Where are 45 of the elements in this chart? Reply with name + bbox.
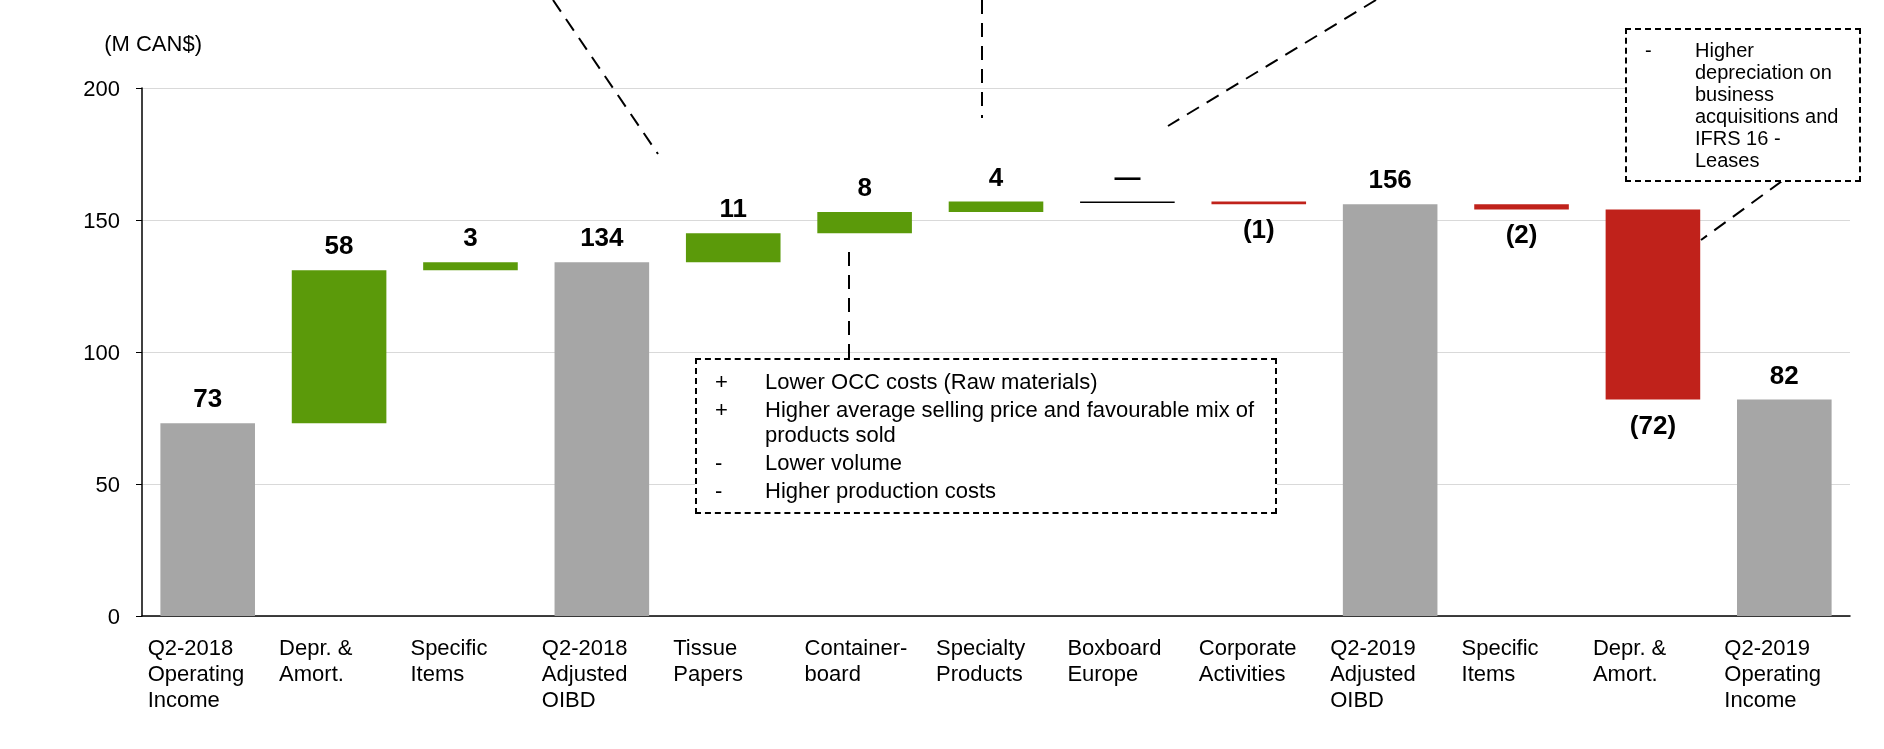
bar	[1605, 209, 1701, 400]
x-tick-label: Specific Items	[410, 634, 488, 686]
data-label: (2)	[1505, 219, 1538, 250]
bar	[1342, 204, 1438, 616]
x-tick-label: Boxboard Europe	[1067, 634, 1162, 686]
bar	[291, 270, 387, 424]
x-tick-label: Q2-2019 Adjusted OIBD	[1330, 634, 1416, 712]
x-tick-label: Q2-2019 Operating Income	[1724, 634, 1821, 712]
bar	[423, 262, 518, 271]
bar	[948, 201, 1044, 213]
data-label: 11	[719, 193, 747, 224]
data-label: 3	[463, 222, 478, 253]
y-tick-label: 200	[83, 75, 120, 101]
y-tick-label: 50	[95, 471, 120, 497]
x-tick-label: Corporate Activities	[1198, 634, 1297, 686]
data-label: 4	[988, 161, 1004, 192]
data-label: 73	[193, 383, 223, 414]
y-tick-label: 0	[107, 603, 120, 629]
x-tick-label: Q2-2018 Operating Income	[147, 634, 245, 712]
data-label: 156	[1368, 164, 1412, 195]
y-tick-label: 100	[83, 339, 120, 365]
data-label: 58	[324, 230, 354, 261]
data-label: (72)	[1629, 409, 1677, 440]
x-tick-label: Depr. & Amort.	[279, 634, 353, 686]
bar	[685, 233, 781, 263]
bar	[1474, 204, 1569, 210]
bar	[1737, 399, 1832, 616]
data-label: 8	[857, 172, 872, 203]
dashed-callout-box: + Lower OCC costs (Raw materials) + Higher average selling price and favourable mix of products sold - Lower volume - Higher production costs	[695, 358, 1277, 514]
x-tick-label: Tissue Papers	[673, 634, 743, 686]
y-tick-label: 150	[83, 207, 120, 233]
x-tick-label: Specialty Products	[936, 634, 1026, 686]
bar	[817, 212, 912, 234]
bar	[160, 423, 255, 616]
dashed-callout-box: - Higher depreciation on business acquisitions and IFRS 16 - Leases	[1625, 28, 1861, 182]
y-axis-title: (M CAN$)	[104, 30, 202, 56]
x-tick-label: Container- board	[804, 634, 908, 686]
data-label: —	[1114, 161, 1141, 192]
data-label: (1)	[1242, 214, 1275, 245]
x-tick-label: Specific Items	[1461, 634, 1539, 686]
x-tick-label: Q2-2018 Adjusted OIBD	[541, 634, 628, 712]
data-label: 82	[1769, 359, 1799, 390]
bar	[554, 262, 650, 616]
data-label: 134	[580, 222, 625, 253]
x-tick-label: Depr. & Amort.	[1592, 634, 1667, 686]
